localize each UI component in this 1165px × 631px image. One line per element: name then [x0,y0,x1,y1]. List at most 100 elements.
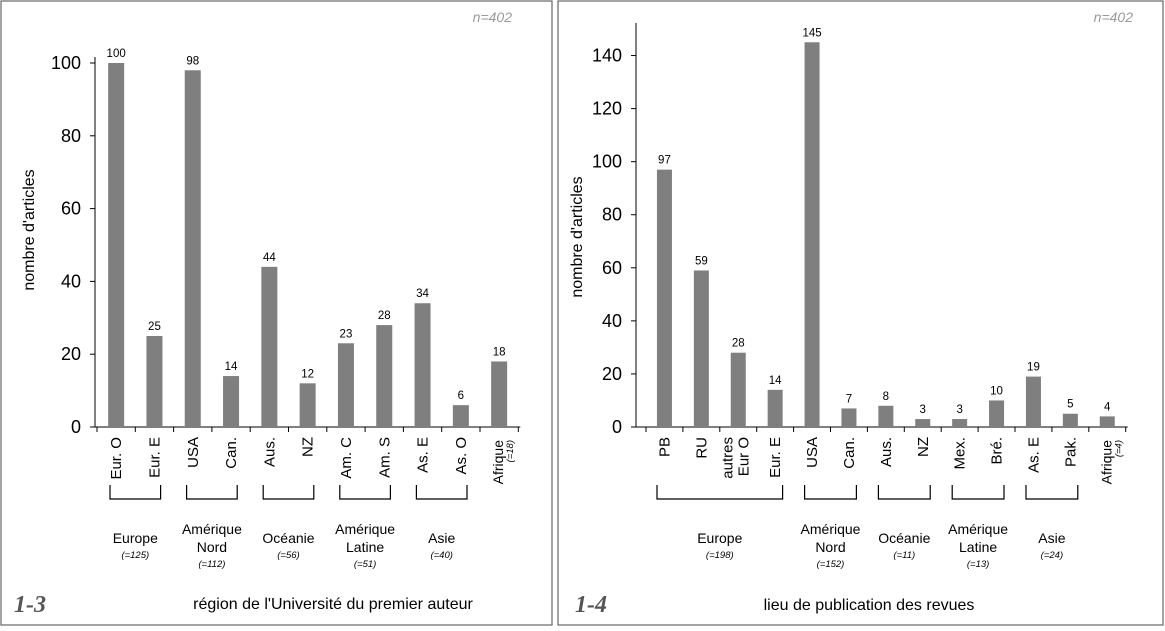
group-bracket [656,485,784,500]
y-axis-title-left: nombre d'articles [21,169,38,290]
bar [915,419,931,427]
bar [299,383,316,427]
bar [730,352,746,427]
y-tick-label: 60 [61,199,81,219]
bar [693,270,709,427]
y-tick-label: 60 [602,258,622,278]
bar [1099,416,1115,427]
group-bracket [951,485,1005,500]
bar [989,400,1005,427]
bar [656,169,672,428]
group-label: Nord [815,539,845,555]
chart-right: 0 20 40 60 80 100 120 140 97 PB 59 RU 28 autres Eur O 1… [592,23,1128,570]
y-tick-label: 100 [592,152,622,172]
x-tick-label: Aus. [261,437,278,467]
x-tick-label: USA [185,437,202,468]
group-label: Amérique [335,521,395,537]
data-label: 3 [920,404,926,416]
bar [952,419,968,427]
group-label: Europe [697,530,742,546]
group-count: (=152) [817,559,845,570]
data-label: 5 [1067,399,1073,411]
group-count-afrique: (=4) [1113,440,1124,457]
y-tick-label: 40 [61,271,81,291]
group-label: Nord [197,539,227,555]
x-tick-label: Eur. O [108,437,125,480]
data-label: 3 [956,404,962,416]
data-label: 28 [378,310,391,322]
data-label: 34 [416,288,429,300]
data-label: 6 [458,390,464,402]
group-bracket [339,485,391,500]
data-label: 97 [658,155,671,167]
y-tick-label: 20 [61,344,81,364]
x-tick-label: Can. [841,437,858,469]
x-tick-label: Mex. [952,437,969,470]
data-label: 100 [107,48,126,60]
y-tick-label: 20 [602,364,622,384]
group-count: (=11) [893,550,915,561]
group-bracket [1025,485,1079,500]
group-count: (=51) [354,559,376,570]
group-count: (=56) [277,550,299,561]
figure-number-left: 1-3 [14,592,46,618]
y-tick-label: 0 [71,417,81,437]
group-label: Latine [346,539,384,555]
bar [376,325,393,427]
x-tick-label: Can. [223,437,240,469]
x-tick-label: As. O [453,437,470,475]
x-axis-title-right: lieu de publication des revues [764,597,975,614]
x-tick-label: Eur. E [767,437,784,478]
data-label: 18 [493,346,506,358]
group-bracket [804,485,857,500]
bar [841,408,857,427]
bar [878,405,894,427]
group-label-afrique: Afrique [1098,440,1114,485]
data-label: 59 [695,255,708,267]
chart-left: 0 20 40 60 80 100 100 Eur. O 25 Eur. E 98 USA 14 Can.… [51,48,521,570]
group-label: Amérique [948,521,1008,537]
group-count: (=125) [121,550,149,561]
x-tick-label: As. E [1025,437,1042,473]
x-tick-label: Eur. E [146,437,163,478]
data-label: 145 [802,27,821,39]
group-bracket [186,485,238,500]
bar [414,303,431,427]
data-label: 8 [883,391,889,403]
data-label: 4 [1104,401,1111,413]
group-label: Asie [1038,530,1065,546]
bar [1062,413,1078,427]
x-tick-label: Eur O [735,437,752,476]
y-tick-label: 140 [592,46,622,66]
y-tick-label: 100 [51,53,81,73]
bar [261,266,278,427]
data-label: 12 [301,368,314,380]
sample-size-right: n=402 [1094,9,1134,25]
data-label: 25 [148,321,161,333]
x-tick-label: PB [656,437,673,457]
y-tick-label: 40 [602,311,622,331]
data-label: 44 [263,252,276,264]
x-tick-label: USA [804,437,821,468]
bar [108,63,125,427]
panel-frame-left [0,0,553,626]
bar [1025,376,1041,427]
group-label: Asie [428,530,455,546]
group-count: (=40) [430,550,452,561]
data-label: 98 [186,55,199,67]
x-tick-label: Am. S [376,437,393,478]
bar [146,336,163,427]
x-tick-label: autres [719,437,736,479]
data-label: 14 [225,361,238,373]
group-label: Océanie [262,530,314,546]
bar [491,361,508,427]
group-bracket [415,485,468,500]
group-bracket [109,485,162,500]
x-tick-label: Pak. [1062,437,1079,467]
group-label: Océanie [878,530,930,546]
bar [804,42,820,428]
group-count: (=198) [706,550,734,561]
group-count: (=112) [198,559,225,570]
data-label: 14 [769,375,782,387]
